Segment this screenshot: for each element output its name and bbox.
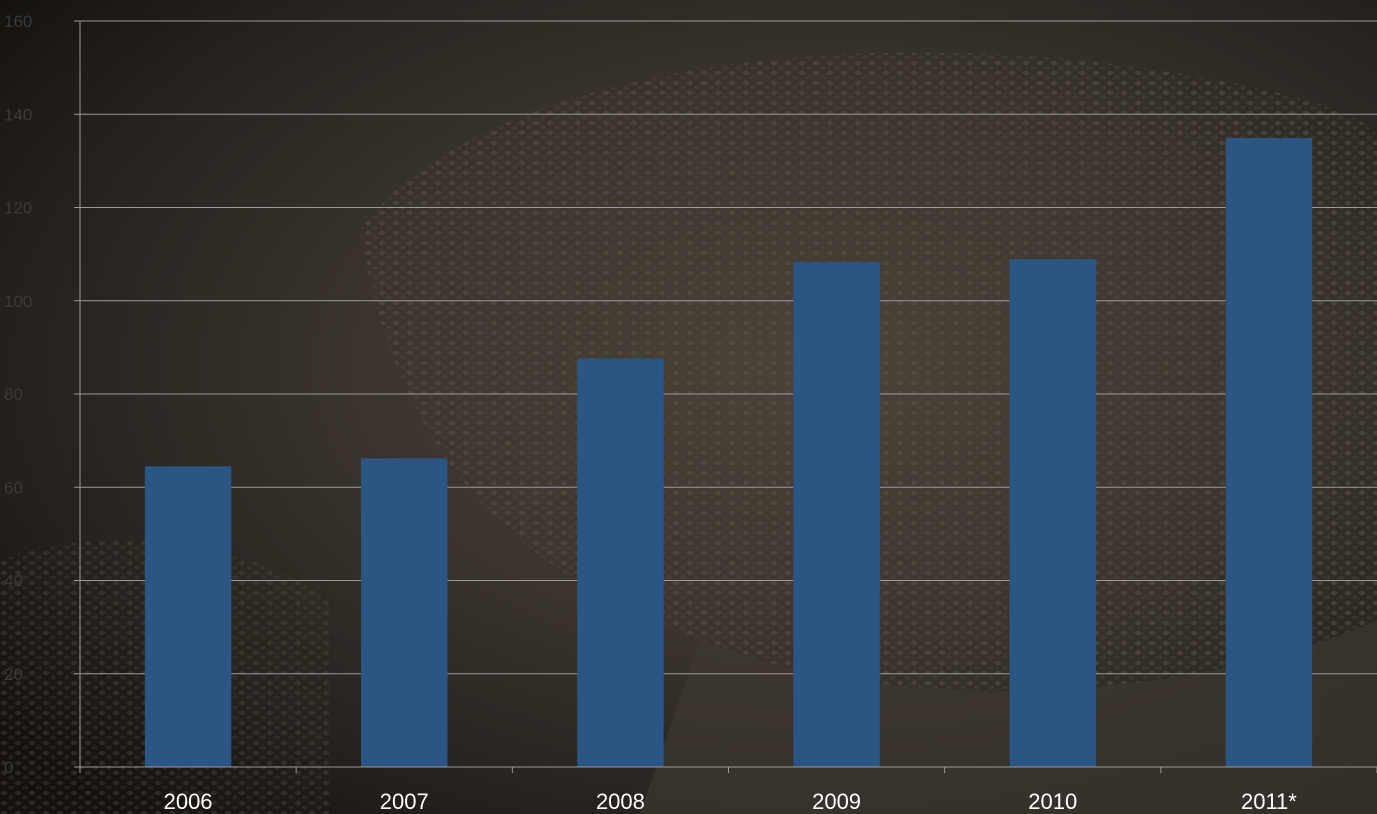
x-tick-label: 2006 bbox=[164, 789, 213, 814]
y-tick-label: 40 bbox=[4, 572, 23, 591]
x-tick-label: 2011* bbox=[1241, 789, 1297, 814]
x-tick-label: 2009 bbox=[812, 789, 861, 814]
bar-2006 bbox=[144, 466, 232, 767]
x-tick-label: 2010 bbox=[1028, 789, 1077, 814]
y-tick-label: 80 bbox=[4, 385, 23, 404]
x-tick-label: 2008 bbox=[596, 789, 645, 814]
bars bbox=[144, 138, 1313, 767]
gridlines bbox=[80, 20, 1377, 675]
y-tick-label: 160 bbox=[4, 12, 32, 31]
bar-2011 bbox=[1225, 138, 1313, 767]
x-tick-labels: 2006 2007 2008 2009 2010 2011* bbox=[164, 789, 1298, 814]
y-tick-label: 60 bbox=[4, 478, 23, 497]
y-tick-label: 0 bbox=[4, 758, 13, 777]
bar-2007 bbox=[361, 458, 448, 767]
x-tick-label: 2007 bbox=[380, 789, 429, 814]
bar-2008 bbox=[577, 358, 664, 767]
y-tick-label: 20 bbox=[4, 665, 23, 684]
axes bbox=[74, 20, 1377, 773]
y-tick-label: 120 bbox=[4, 199, 32, 218]
y-tick-labels: 0 20 40 60 80 100 120 140 160 bbox=[4, 12, 32, 777]
y-tick-label: 100 bbox=[4, 292, 32, 311]
bar-2009 bbox=[793, 262, 880, 767]
bar-2010 bbox=[1009, 259, 1096, 767]
y-tick-label: 140 bbox=[4, 105, 32, 124]
